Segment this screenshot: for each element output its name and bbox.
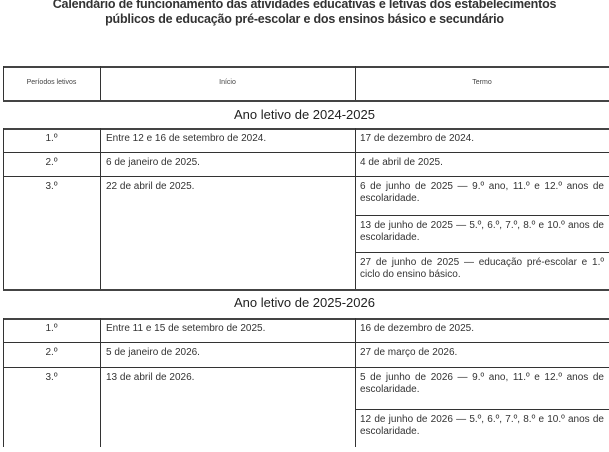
start-date: Entre 11 e 15 de setembro de 2025. <box>106 323 266 334</box>
header-termo: Termo <box>472 79 492 86</box>
column-divider <box>355 342 356 367</box>
end-date: 27 de março de 2026. <box>360 347 458 358</box>
column-divider <box>3 318 4 342</box>
header-periodos: Períodos letivos <box>26 79 77 86</box>
end-date: 13 de junho de 2025 — 5.º, 6.º, 7.º, 8.º… <box>360 220 604 243</box>
column-divider <box>100 66 101 100</box>
row-divider <box>3 66 609 68</box>
column-divider <box>100 176 101 289</box>
end-date: 16 de dezembro de 2025. <box>360 323 474 334</box>
start-date: 13 de abril de 2026. <box>106 372 195 383</box>
column-divider <box>3 128 4 152</box>
row-divider <box>3 367 609 368</box>
row-divider <box>355 252 609 253</box>
title-line-2: públicos de educação pré-escolar e dos e… <box>105 12 504 26</box>
column-divider <box>355 367 356 447</box>
period-number: 1.º <box>45 133 58 144</box>
start-date: Entre 12 e 16 de setembro de 2024. <box>106 133 267 144</box>
column-divider <box>100 152 101 176</box>
period-number: 2.º <box>45 347 58 358</box>
start-date: 5 de janeiro de 2026. <box>106 347 200 358</box>
row-divider <box>3 342 609 343</box>
title-line-1: Calendário de funcionamento das atividad… <box>52 0 557 11</box>
column-divider <box>100 342 101 367</box>
row-divider <box>355 215 609 216</box>
column-divider <box>3 152 4 176</box>
row-divider <box>3 128 609 130</box>
column-divider <box>100 318 101 342</box>
period-number: 1.º <box>45 323 58 334</box>
period-number: 2.º <box>45 157 58 168</box>
document-title: Calendário de funcionamento das atividad… <box>0 0 609 27</box>
end-date: 12 de junho de 2026 — 5.º, 6.º, 7.º, 8.º… <box>360 414 604 437</box>
row-divider <box>3 289 609 291</box>
column-divider <box>355 318 356 342</box>
column-divider <box>355 66 356 100</box>
column-divider <box>100 128 101 152</box>
column-divider <box>355 128 356 152</box>
column-divider <box>3 66 4 100</box>
period-number: 3.º <box>45 372 58 383</box>
column-divider <box>355 176 356 289</box>
end-date: 17 de dezembro de 2024. <box>360 133 474 144</box>
column-divider <box>3 367 4 447</box>
header-inicio: Início <box>219 79 236 86</box>
row-divider <box>3 176 609 177</box>
period-number: 3.º <box>45 181 58 192</box>
end-date: 6 de junho de 2025 — 9.º ano, 11.º e 12.… <box>360 181 604 204</box>
start-date: 22 de abril de 2025. <box>106 181 195 192</box>
start-date: 6 de janeiro de 2025. <box>106 157 200 168</box>
row-divider <box>355 409 609 410</box>
end-date: 27 de junho de 2025 — educação pré-escol… <box>360 257 604 280</box>
end-date: 5 de junho de 2026 — 9.º ano, 11.º e 12.… <box>360 372 604 395</box>
row-divider <box>3 100 609 102</box>
section-title: Ano letivo de 2024-2025 <box>234 107 375 122</box>
section-title: Ano letivo de 2025-2026 <box>234 295 375 310</box>
column-divider <box>355 152 356 176</box>
row-divider <box>3 152 609 153</box>
column-divider <box>100 367 101 447</box>
end-date: 4 de abril de 2025. <box>360 157 443 168</box>
column-divider <box>3 342 4 367</box>
column-divider <box>3 176 4 289</box>
row-divider <box>3 318 609 320</box>
